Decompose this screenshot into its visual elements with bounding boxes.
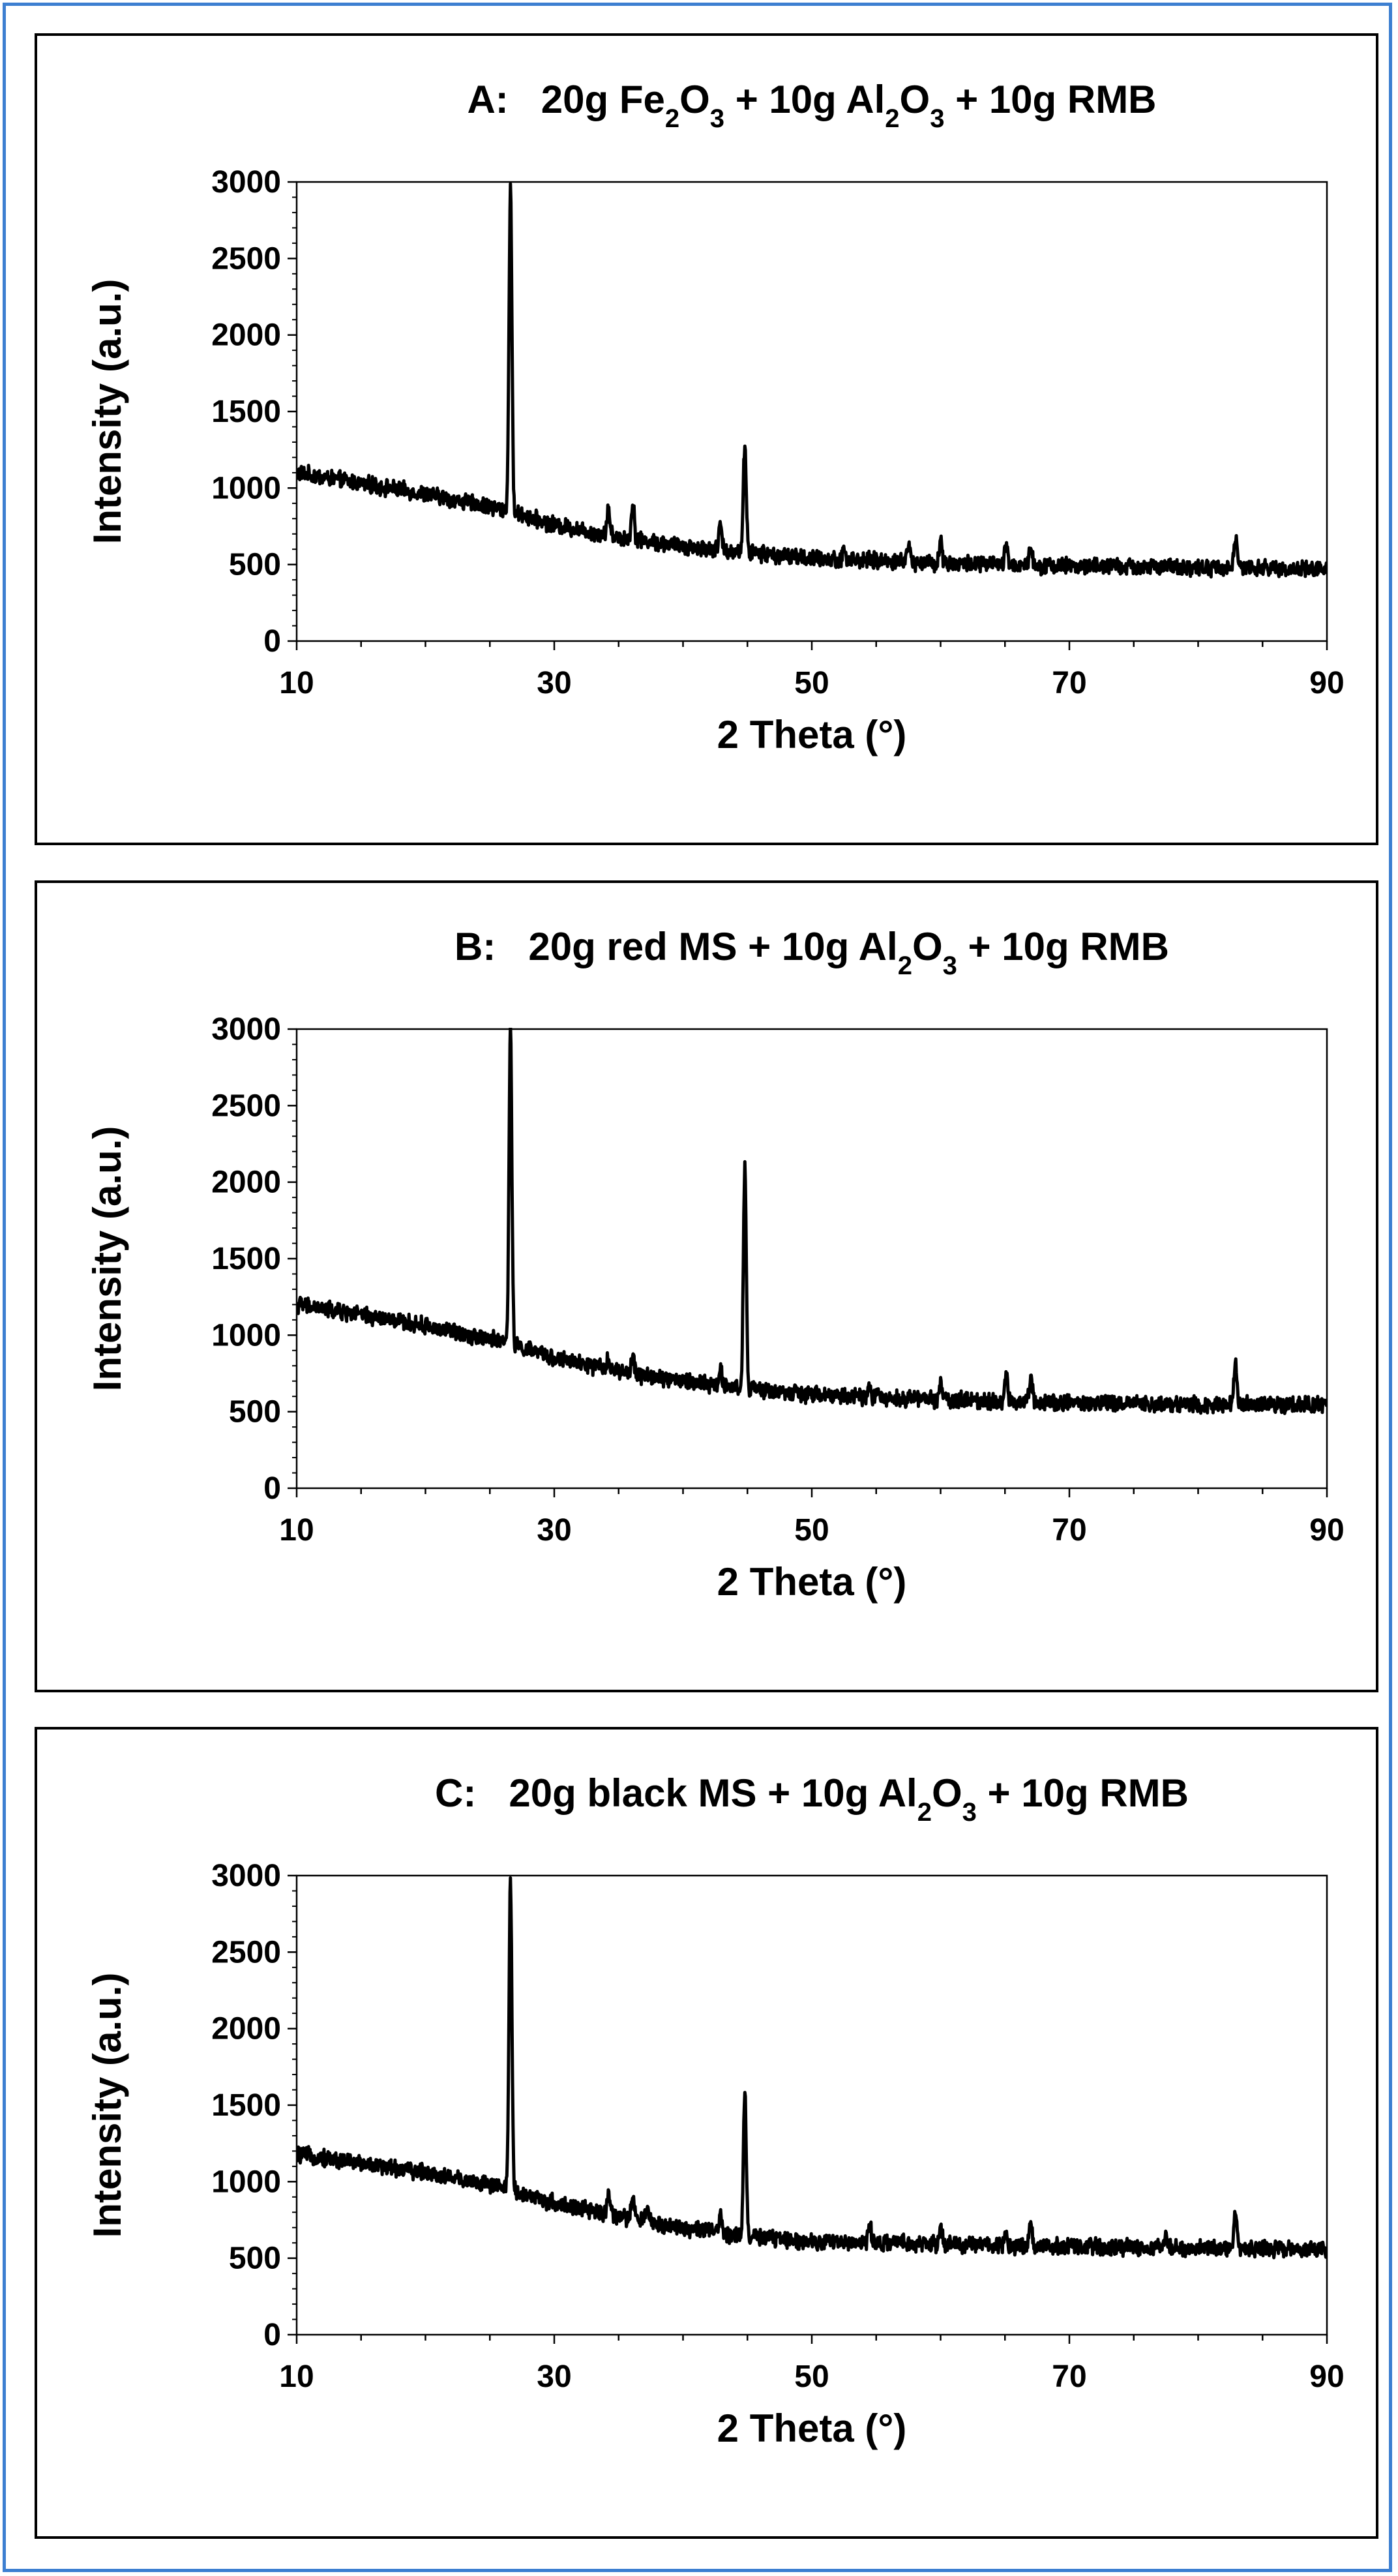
chart2-xlabel: 2 Theta (°) [717, 2406, 907, 2450]
chart0-series-line [297, 182, 1327, 579]
chart2-title-segment: 20g black MS + 10g Al [509, 1771, 917, 1815]
chart2-series-line [297, 1876, 1327, 2260]
chart1-ytick-label: 0 [263, 1471, 281, 1506]
chart1-ytick-label: 500 [229, 1395, 281, 1430]
chart2-ytick-label: 1000 [211, 2164, 281, 2199]
chart1-ytick-label: 1500 [211, 1242, 281, 1276]
chart0-title-segment: 3 [930, 104, 944, 133]
chart1-series-line [297, 1028, 1327, 1415]
chart-panel-c: C: 20g black MS + 10g Al2O3 + 10g RMB 0 50… [35, 1727, 1378, 2539]
chart2-ytick-label: 1500 [211, 2088, 281, 2123]
chart0-xtick-label: 10 [279, 666, 314, 700]
chart1-title: B: 20g red MS + 10g Al2O3 + 10g RMB [454, 925, 1169, 980]
chart-panel-a: A: 20g Fe2O3 + 10g Al2O3 + 10g RMB 0 500 10… [35, 33, 1378, 845]
chart2-panel-label: C: [435, 1771, 509, 1815]
chart1-xlabel: 2 Theta (°) [717, 1560, 907, 1604]
chart2-xtick-label: 90 [1309, 2359, 1344, 2394]
chart0-title-segment: 3 [710, 104, 724, 133]
chart1-title-segment: 20g red MS + 10g Al [528, 925, 897, 968]
chart2-xtick-label: 30 [537, 2359, 571, 2394]
chart0-ytick-label: 0 [263, 624, 281, 659]
chart0-ytick-label: 1000 [211, 471, 281, 505]
chart1-xtick-label: 30 [537, 1513, 571, 1548]
chart0-title-segment: + 10g Al [724, 78, 885, 121]
figure-frame: A: 20g Fe2O3 + 10g Al2O3 + 10g RMB 0 500 10… [3, 3, 1392, 2572]
chart0-xtick-label: 50 [794, 666, 829, 700]
chart0-title-segment: 2 [665, 104, 679, 133]
chart2-ytick-label: 0 [263, 2318, 281, 2352]
chart2-title-segment: O [932, 1771, 962, 1815]
chart1-xtick-label: 10 [279, 1513, 314, 1548]
chart0-ytick-label: 3000 [211, 165, 281, 200]
chart1-xtick-label: 70 [1052, 1513, 1086, 1548]
chart2-title: C: 20g black MS + 10g Al2O3 + 10g RMB [435, 1771, 1189, 1827]
chart0-ytick-label: 500 [229, 548, 281, 582]
chart2-xtick-label: 50 [794, 2359, 829, 2394]
chart1-ytick-label: 2000 [211, 1165, 281, 1200]
chart2-ytick-label: 500 [229, 2241, 281, 2276]
chart0-ytick-label: 1500 [211, 395, 281, 429]
chart-b-svg: B: 20g red MS + 10g Al2O3 + 10g RMB 0 500 1… [85, 925, 1345, 1604]
chart-a-svg: A: 20g Fe2O3 + 10g Al2O3 + 10g RMB050010… [85, 78, 1345, 756]
chart0-title-segment: 2 [885, 104, 899, 133]
chart0-ytick-label: 2000 [211, 318, 281, 353]
chart0-title: A: 20g Fe2O3 + 10g Al2O3 + 10g RMB [467, 78, 1156, 133]
chart1-title-segment: + 10g RMB [957, 925, 1169, 968]
chart2-ytick-label: 2000 [211, 2012, 281, 2046]
chart1-xtick-label: 90 [1309, 1513, 1344, 1548]
chart0-xtick-label: 90 [1309, 666, 1344, 700]
chart0-ylabel: Intensity (a.u.) [85, 279, 129, 545]
chart1-ytick-label: 2500 [211, 1088, 281, 1123]
chart1-title-segment: 2 [898, 951, 912, 980]
chart2-title-segment: + 10g RMB [977, 1771, 1189, 1815]
chart1-ytick-label: 1000 [211, 1318, 281, 1353]
chart0-title-segment: O [679, 78, 710, 121]
chart1-panel-label: B: [454, 925, 528, 968]
chart0-title-segment: O [900, 78, 930, 121]
chart1-title-segment: 3 [943, 951, 957, 980]
chart0-xlabel: 2 Theta (°) [717, 713, 907, 756]
chart2-ytick-label: 3000 [211, 1859, 281, 1893]
chart2-ylabel: Intensity (a.u.) [85, 1973, 129, 2238]
chart2-title-segment: 2 [917, 1798, 932, 1827]
chart2-plot-area [295, 1874, 1328, 2336]
chart0-title-segment: 20g Fe [541, 78, 665, 121]
chart2-ytick-label: 2500 [211, 1935, 281, 1969]
chart0-panel-label: A: [467, 78, 541, 121]
chart2-title-segment: 3 [962, 1798, 977, 1827]
chart-panel-b: B: 20g red MS + 10g Al2O3 + 10g RMB 0 500 1… [35, 880, 1378, 1692]
chart2-xtick-label: 70 [1052, 2359, 1086, 2394]
chart1-plot-area [295, 1028, 1328, 1490]
chart0-xtick-label: 30 [537, 666, 571, 700]
chart0-xtick-label: 70 [1052, 666, 1086, 700]
chart1-xtick-label: 50 [794, 1513, 829, 1548]
chart0-title-segment: + 10g RMB [944, 78, 1156, 121]
chart1-ytick-label: 3000 [211, 1012, 281, 1047]
chart-c-svg: C: 20g black MS + 10g Al2O3 + 10g RMB 0 50… [85, 1771, 1345, 2450]
chart0-ytick-label: 2500 [211, 241, 281, 276]
chart2-xtick-label: 10 [279, 2359, 314, 2394]
chart1-title-segment: O [912, 925, 943, 968]
chart1-ylabel: Intensity (a.u.) [85, 1126, 129, 1392]
